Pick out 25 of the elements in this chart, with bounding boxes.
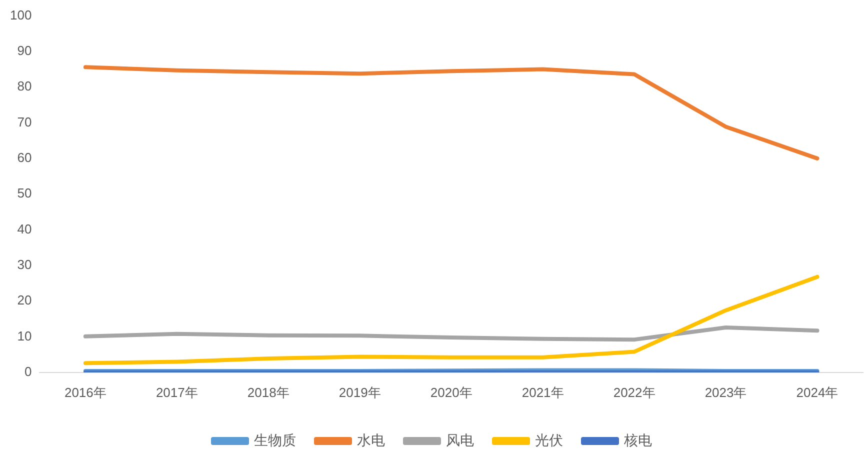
y-tick-label: 10 <box>17 328 32 344</box>
x-tick-label: 2021年 <box>522 384 564 400</box>
x-tick-label: 2024年 <box>796 384 838 400</box>
legend-label: 核电 <box>623 432 652 448</box>
y-tick-label: 70 <box>17 114 32 130</box>
y-tick-label: 30 <box>17 257 32 272</box>
legend-label: 生物质 <box>254 432 296 448</box>
y-tick-label: 40 <box>17 221 32 236</box>
y-tick-label: 80 <box>17 78 32 94</box>
legend-label: 风电 <box>446 432 474 448</box>
x-tick-label: 2018年 <box>247 384 290 400</box>
x-tick-label: 2023年 <box>704 384 747 400</box>
legend-label: 水电 <box>357 432 385 448</box>
y-tick-label: 100 <box>10 7 32 22</box>
legend-label: 光伏 <box>535 432 563 448</box>
y-tick-label: 50 <box>17 186 32 201</box>
x-tick-label: 2016年 <box>64 384 106 400</box>
y-tick-label: 60 <box>17 150 32 166</box>
x-tick-label: 2022年 <box>613 384 656 400</box>
y-tick-label: 20 <box>17 292 32 308</box>
x-tick-label: 2017年 <box>156 384 198 400</box>
y-tick-label: 90 <box>17 43 32 58</box>
x-tick-label: 2020年 <box>430 384 472 400</box>
x-tick-label: 2019年 <box>338 384 381 400</box>
y-tick-label: 0 <box>24 364 32 379</box>
